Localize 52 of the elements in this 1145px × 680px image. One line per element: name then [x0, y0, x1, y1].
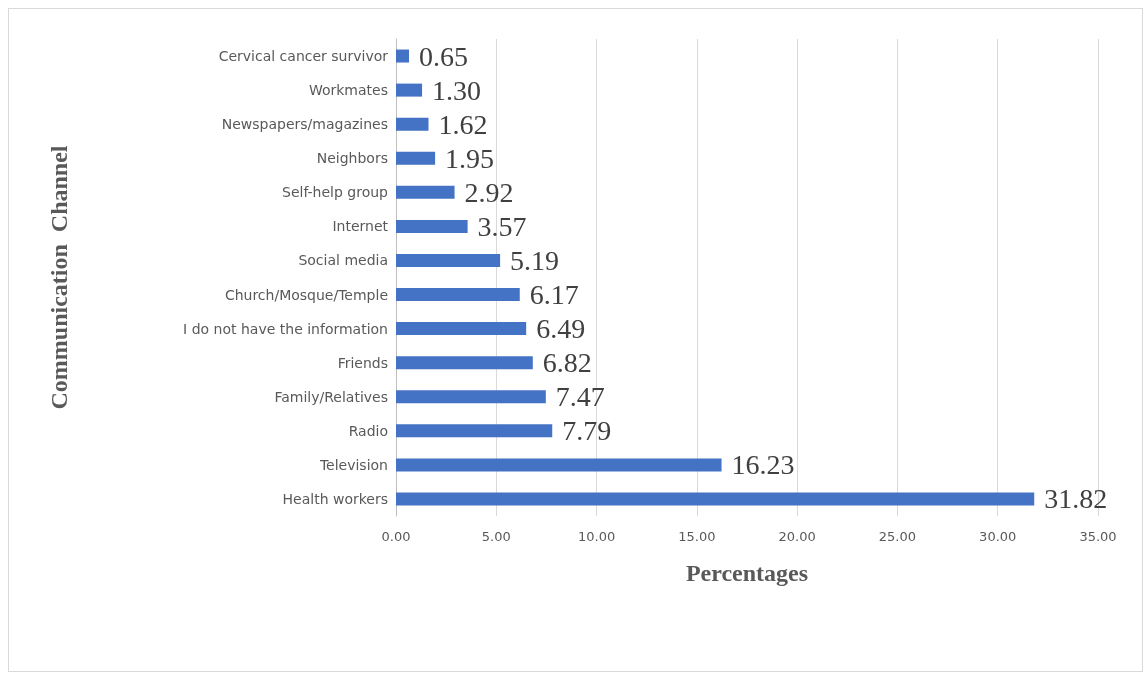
bar [396, 151, 436, 165]
data-label: 7.47 [555, 381, 605, 413]
x-tick-label: 35.00 [1079, 529, 1117, 544]
y-axis-title: Communication Channel [46, 145, 72, 410]
data-label: 6.17 [529, 279, 579, 311]
bar [396, 322, 527, 336]
bar [396, 390, 546, 404]
data-label: 2.92 [464, 176, 514, 208]
data-label: 0.65 [419, 40, 469, 72]
y-tick-label: Social media [298, 252, 388, 269]
bar [396, 492, 1035, 506]
bar [396, 49, 410, 63]
data-label: 1.62 [438, 108, 488, 140]
data-label: 16.23 [731, 449, 795, 481]
x-tick-label: 25.00 [878, 529, 917, 544]
x-axis-title: Percentages [685, 560, 809, 586]
x-tick-label: 30.00 [979, 529, 1017, 544]
x-tick-label: 0.00 [381, 529, 411, 544]
bar [396, 458, 722, 472]
bar [396, 424, 553, 438]
x-tick-label: 15.00 [678, 529, 716, 544]
data-label: 31.82 [1044, 483, 1108, 515]
bar [396, 185, 455, 199]
y-tick-label: Cervical cancer survivor [218, 48, 389, 65]
y-tick-label: Self-help group [282, 184, 389, 201]
y-tick-label: Friends [337, 354, 388, 371]
data-label: 3.57 [477, 210, 527, 242]
x-tick-label: 5.00 [481, 529, 511, 544]
data-label: 5.19 [510, 244, 560, 276]
bar [396, 356, 533, 370]
y-tick-label: Family/Relatives [274, 388, 388, 405]
x-tick-label: 20.00 [778, 529, 816, 544]
y-tick-label: Internet [332, 218, 389, 235]
y-tick-label: Radio [348, 422, 388, 439]
bar [396, 219, 468, 233]
y-tick-label: Television [318, 456, 388, 473]
data-label: 6.82 [542, 347, 592, 379]
bar [396, 253, 501, 267]
y-tick-label: Newspapers/magazines [221, 116, 388, 133]
y-tick-label: Church/Mosque/Temple [224, 286, 388, 303]
data-label: 1.95 [445, 142, 495, 174]
y-tick-label: I do not have the information [183, 320, 388, 337]
data-label: 7.79 [562, 415, 612, 447]
data-label: 6.49 [536, 313, 586, 345]
x-tick-label: 10.00 [577, 529, 616, 544]
data-label: 1.30 [432, 74, 482, 106]
bar [396, 288, 520, 302]
y-tick-label: Health workers [282, 490, 388, 507]
y-tick-label: Neighbors [316, 150, 388, 167]
y-tick-label: Workmates [308, 82, 388, 99]
bar [396, 117, 429, 131]
bar [396, 83, 423, 97]
